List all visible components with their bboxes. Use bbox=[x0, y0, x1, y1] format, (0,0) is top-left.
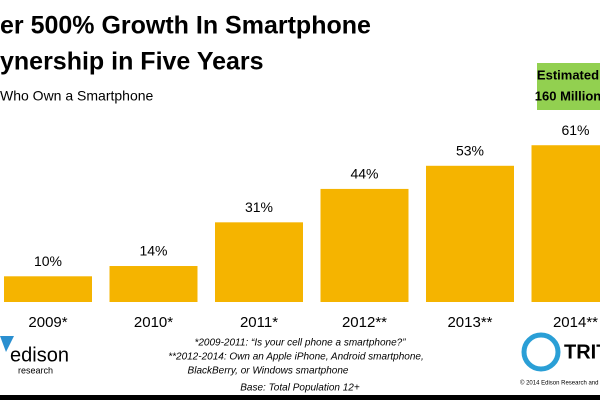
bar bbox=[320, 188, 409, 302]
annotation: Estimated bbox=[537, 67, 599, 82]
copyright: © 2014 Edison Research and bbox=[520, 380, 598, 387]
logo: research bbox=[18, 365, 53, 375]
x-tick-label: 2014** bbox=[553, 314, 598, 331]
footnote: **2012-2014: Own an Apple iPhone, Androi… bbox=[168, 352, 424, 363]
x-tick-label: 2011* bbox=[240, 314, 278, 331]
base-note: Base: Total Population 12+ bbox=[240, 383, 360, 394]
bar bbox=[109, 266, 198, 302]
value-label: 10% bbox=[34, 253, 62, 269]
x-tick-label: 2009* bbox=[28, 314, 67, 331]
value-label: 61% bbox=[561, 122, 589, 138]
x-tick-label: 2010* bbox=[134, 314, 173, 331]
footnote: BlackBerry, or Windows smartphone bbox=[188, 366, 349, 377]
bar bbox=[4, 276, 92, 302]
value-label: 31% bbox=[245, 199, 273, 215]
bar bbox=[531, 145, 600, 302]
value-label: 14% bbox=[139, 243, 167, 259]
value-label: 53% bbox=[456, 142, 484, 158]
logo: edison bbox=[10, 344, 69, 366]
annotation: 160 Million bbox=[535, 88, 600, 103]
triton-icon bbox=[521, 332, 561, 372]
bar bbox=[426, 165, 514, 302]
bottom-border bbox=[0, 395, 600, 400]
x-tick-label: 2012** bbox=[342, 314, 387, 331]
chart-title: ynership in Five Years bbox=[0, 48, 264, 76]
value-label: 44% bbox=[350, 166, 378, 182]
bar bbox=[215, 222, 303, 302]
annotation-box bbox=[537, 63, 600, 110]
edison-icon bbox=[0, 336, 14, 352]
chart-title: er 500% Growth In Smartphone bbox=[0, 12, 371, 40]
logo: TRIT bbox=[564, 341, 600, 363]
x-tick-label: 2013** bbox=[447, 314, 492, 331]
footnote: *2009-2011: “Is your cell phone a smartp… bbox=[194, 338, 406, 349]
chart-subtitle: Who Own a Smartphone bbox=[0, 88, 154, 104]
